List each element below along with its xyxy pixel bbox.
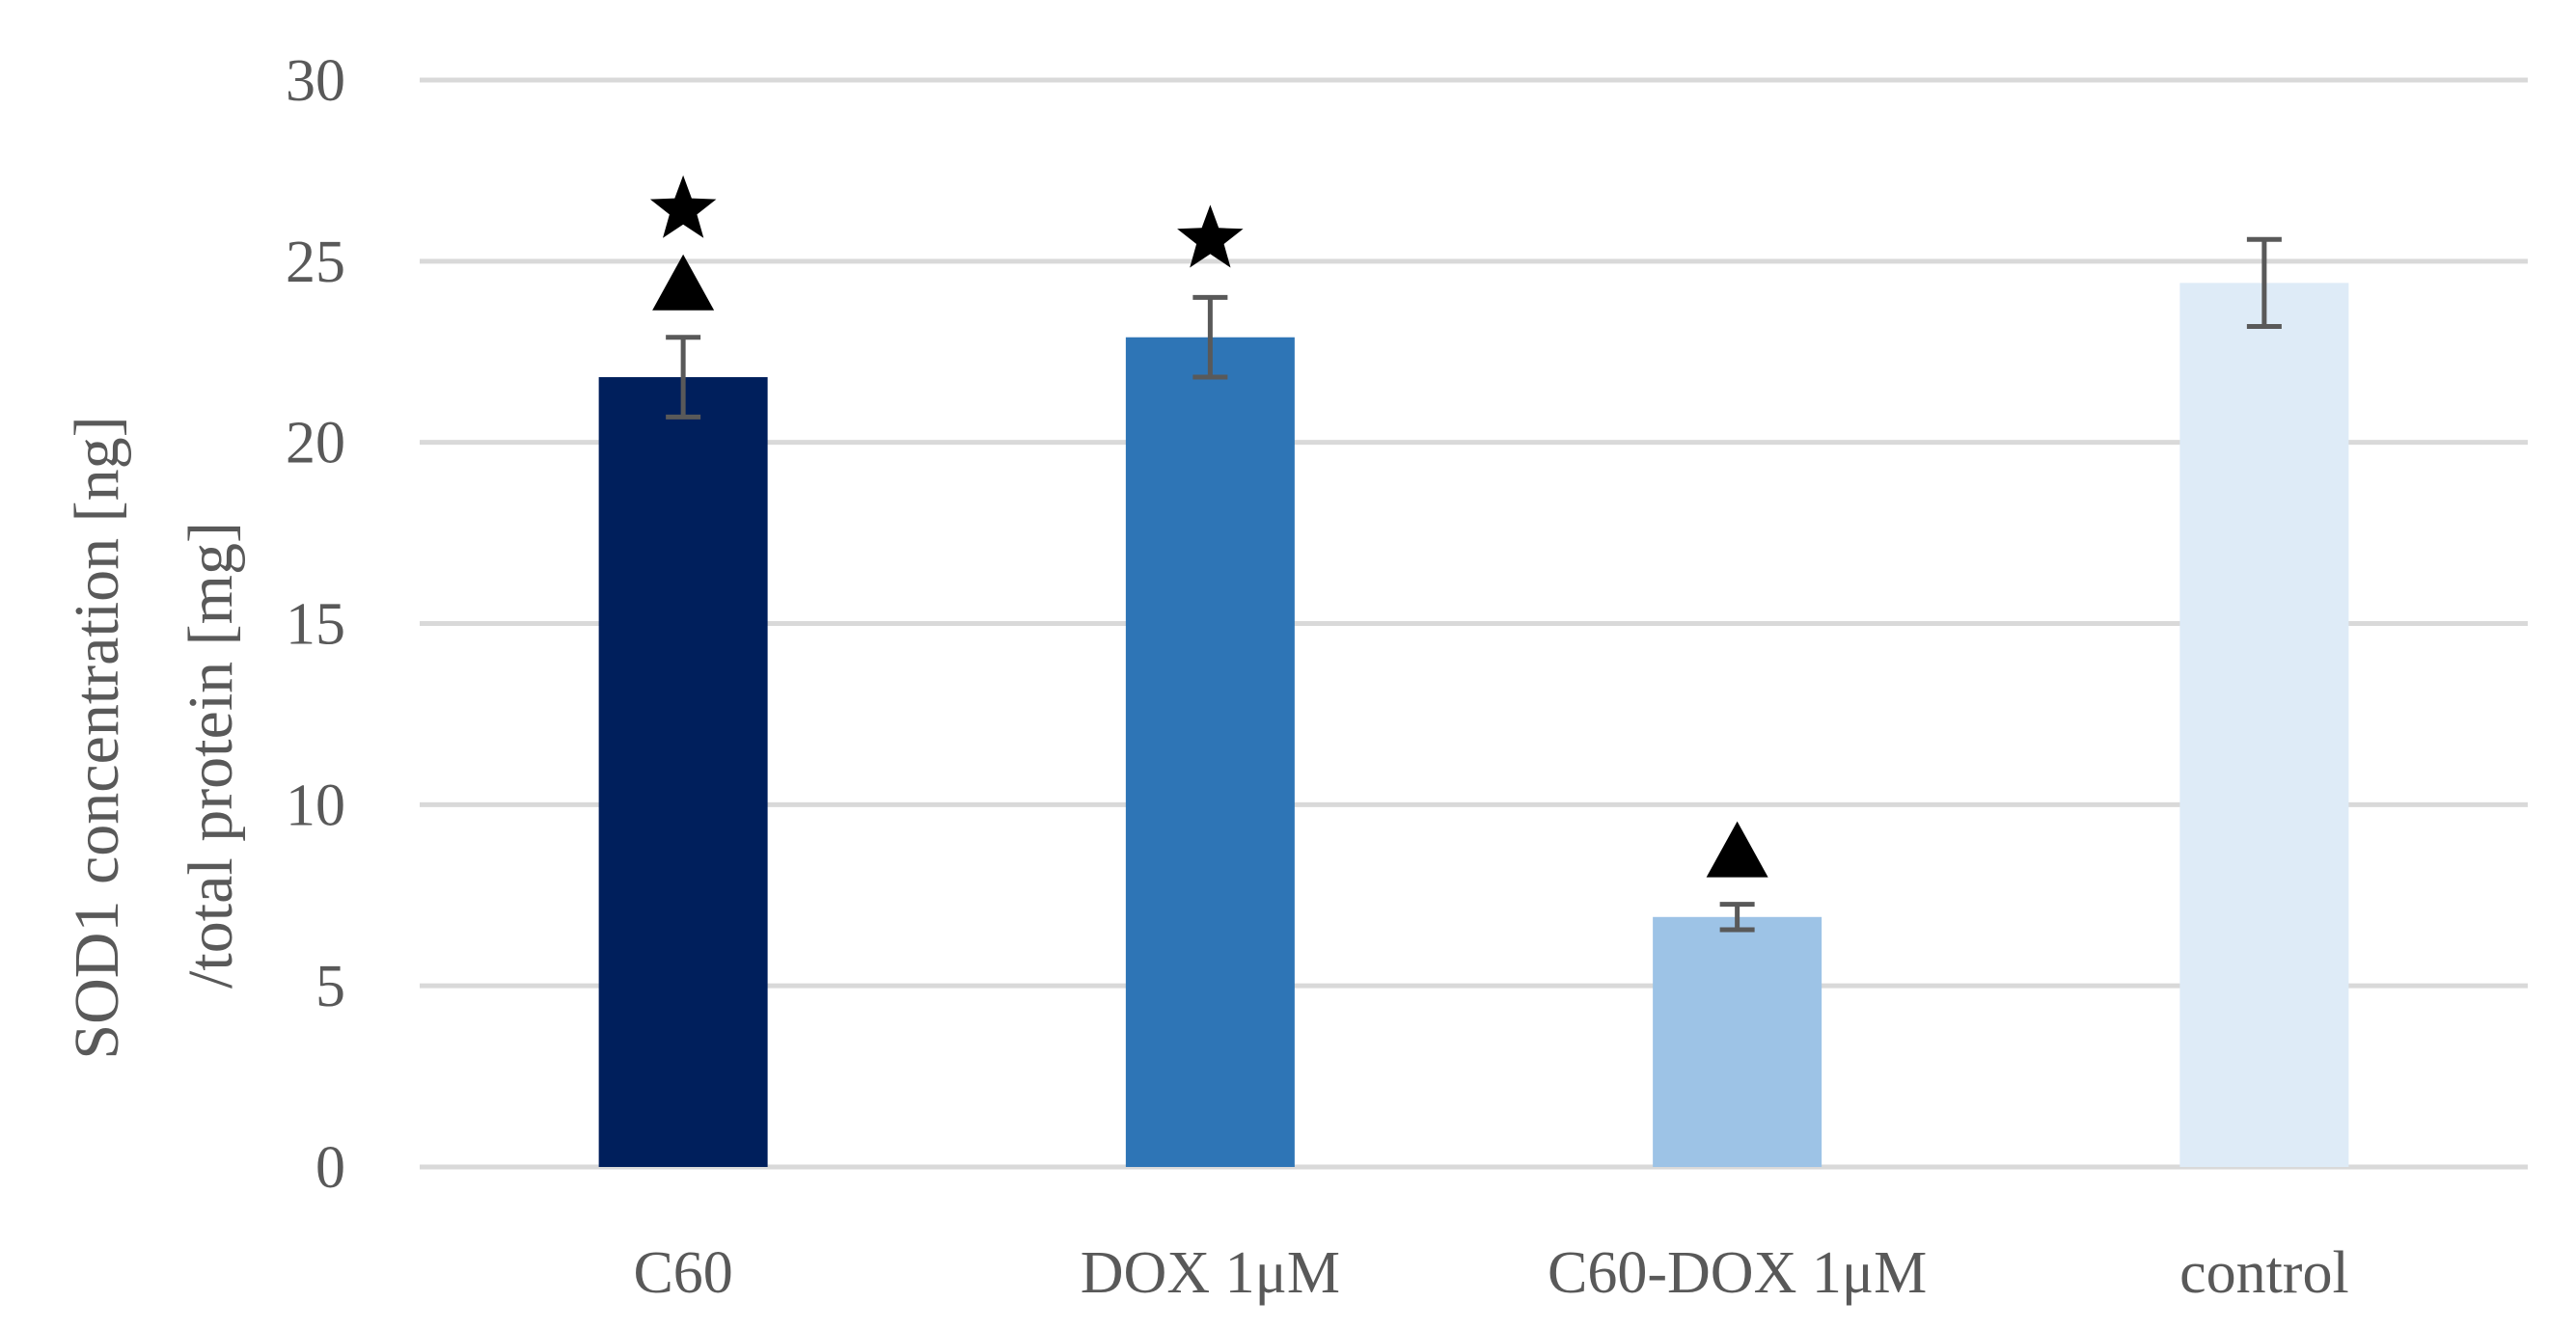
x-category-label: C60	[633, 1240, 732, 1306]
y-tick-label: 25	[286, 230, 345, 295]
y-tick-label: 5	[315, 954, 345, 1019]
x-category-label: control	[2179, 1240, 2349, 1306]
triangle-marker-icon	[1706, 821, 1768, 878]
y-tick-label: 10	[286, 773, 345, 838]
bar	[2179, 283, 2349, 1168]
y-axis-title: SOD1 concentration [ng] /total protein […	[62, 416, 246, 1059]
error-bar	[2246, 236, 2282, 329]
bar	[598, 377, 768, 1168]
y-tick-label: 15	[286, 592, 345, 658]
bar	[1125, 337, 1295, 1167]
gridlines	[420, 77, 2528, 1170]
y-axis-ticks: 0 5 10 15 20 25 30	[286, 48, 345, 1201]
x-axis-labels: C60 DOX 1μM C60-DOX 1μM control	[633, 1240, 2348, 1306]
error-bar	[1192, 294, 1228, 380]
x-category-label: C60-DOX 1μM	[1548, 1240, 1927, 1306]
y-tick-label: 20	[286, 411, 345, 476]
error-bar	[666, 335, 701, 420]
bar	[1653, 916, 1822, 1167]
error-bar	[1719, 902, 1755, 933]
triangle-marker-icon	[652, 254, 715, 311]
error-bars	[666, 236, 2282, 933]
y-tick-label: 0	[315, 1135, 345, 1201]
y-axis-title-line1: SOD1 concentration [ng]	[62, 416, 132, 1059]
bars	[598, 283, 2349, 1168]
star-marker-icon	[1177, 204, 1244, 268]
significance-markers	[649, 175, 1768, 878]
star-marker-icon	[649, 175, 717, 238]
y-axis-title-line2: /total protein [mg]	[176, 522, 246, 989]
y-tick-label: 30	[286, 48, 345, 114]
x-category-label: DOX 1μM	[1081, 1240, 1340, 1306]
